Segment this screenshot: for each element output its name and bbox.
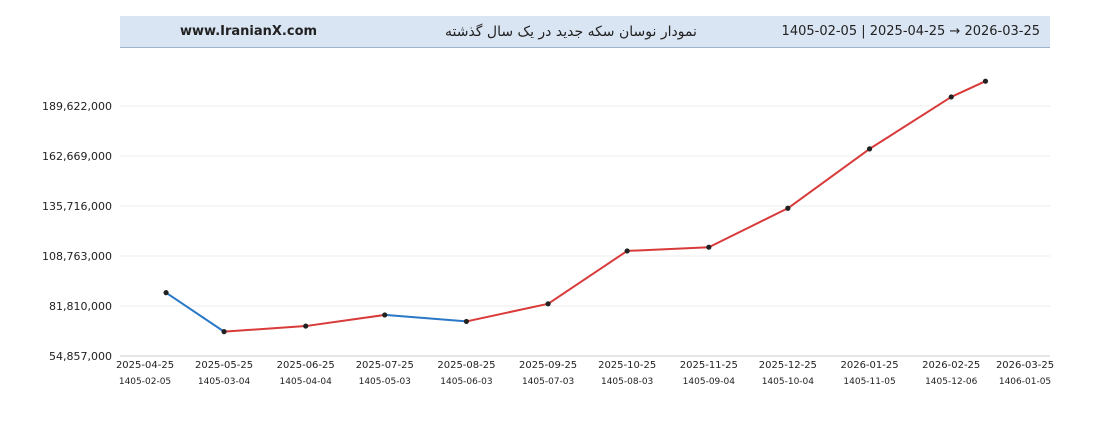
- data-point: [221, 329, 227, 335]
- x-tick-label: 2026-03-25: [996, 360, 1054, 371]
- data-point: [463, 318, 470, 325]
- x-tick-label: 2025-05-25: [195, 360, 253, 371]
- data-point: [303, 323, 309, 329]
- x-axis: 2025-04-25 1405-02-05 2025-05-25 1405-03-04…: [116, 360, 1054, 387]
- data-point: [866, 146, 873, 152]
- series-segment: [383, 313, 468, 323]
- series-segment: [950, 80, 987, 98]
- y-tick-label: 162,669,000: [42, 150, 112, 163]
- y-tick-label: 81,810,000: [49, 300, 112, 313]
- x-tick-secondary-label: 1405-02-05: [119, 377, 171, 387]
- x-tick-secondary-label: 1405-05-03: [359, 377, 411, 387]
- x-tick-secondary-label: 1405-07-03: [522, 377, 574, 387]
- series-segment: [304, 313, 386, 328]
- site-name: www.IranianX.com: [180, 24, 318, 39]
- x-tick-label: 2025-04-25: [116, 360, 174, 371]
- x-tick-secondary-label: 1405-10-04: [762, 377, 815, 387]
- x-tick-secondary-label: 1405-06-03: [440, 377, 492, 387]
- x-tick-secondary-label: 1405-04-04: [280, 377, 333, 387]
- y-tick-label: 54,857,000: [49, 350, 112, 363]
- series-segment: [165, 291, 226, 333]
- x-tick-label: 2025-09-25: [519, 360, 577, 371]
- x-tick-secondary-label: 1405-12-06: [925, 377, 978, 387]
- series-segment: [465, 302, 550, 323]
- data-point: [382, 312, 388, 318]
- grid-lines: [120, 105, 1050, 357]
- x-tick-label: 2025-11-25: [680, 360, 738, 371]
- date-range: 1405-02-05 | 2025-04-25 → 2026-03-25: [781, 24, 1040, 39]
- series-segment: [868, 95, 953, 150]
- x-tick-secondary-label: 1405-03-04: [198, 377, 251, 387]
- x-tick-label: 2026-02-25: [922, 360, 980, 371]
- y-tick-label: 108,763,000: [42, 250, 112, 263]
- data-point: [785, 205, 791, 211]
- x-tick-secondary-label: 1405-11-05: [843, 377, 895, 387]
- y-tick-label: 135,716,000: [42, 200, 112, 213]
- chart-header: www.IranianX.com نمودار نوسان سکه جدید د…: [120, 16, 1050, 48]
- data-point: [982, 78, 989, 84]
- x-tick-label: 2025-07-25: [356, 360, 414, 371]
- x-tick-label: 2026-01-25: [840, 360, 898, 371]
- x-tick-label: 2025-08-25: [437, 360, 495, 371]
- y-axis: 54,857,000 81,810,000 108,763,000 135,716,0…: [42, 100, 112, 363]
- x-tick-secondary-label: 1405-09-04: [683, 377, 736, 387]
- data-point: [545, 301, 551, 307]
- data-point: [706, 244, 712, 250]
- series-segment: [786, 147, 871, 210]
- data-point: [948, 94, 954, 100]
- x-tick-label: 2025-12-25: [759, 360, 817, 371]
- chart-title: نمودار نوسان سکه جدید در یک سال گذشته: [445, 24, 697, 40]
- data-point: [624, 248, 630, 254]
- price-series: [163, 78, 989, 335]
- x-tick-label: 2025-10-25: [598, 360, 656, 371]
- x-tick-secondary-label: 1405-08-03: [601, 377, 653, 387]
- x-tick-label: 2025-06-25: [277, 360, 335, 371]
- x-tick-secondary-label: 1406-01-05: [999, 377, 1051, 387]
- series-segment: [223, 325, 307, 333]
- series-segment: [707, 207, 789, 249]
- y-tick-label: 189,622,000: [42, 100, 112, 113]
- data-point: [163, 290, 169, 296]
- series-segment: [547, 249, 629, 305]
- series-segment: [626, 246, 710, 252]
